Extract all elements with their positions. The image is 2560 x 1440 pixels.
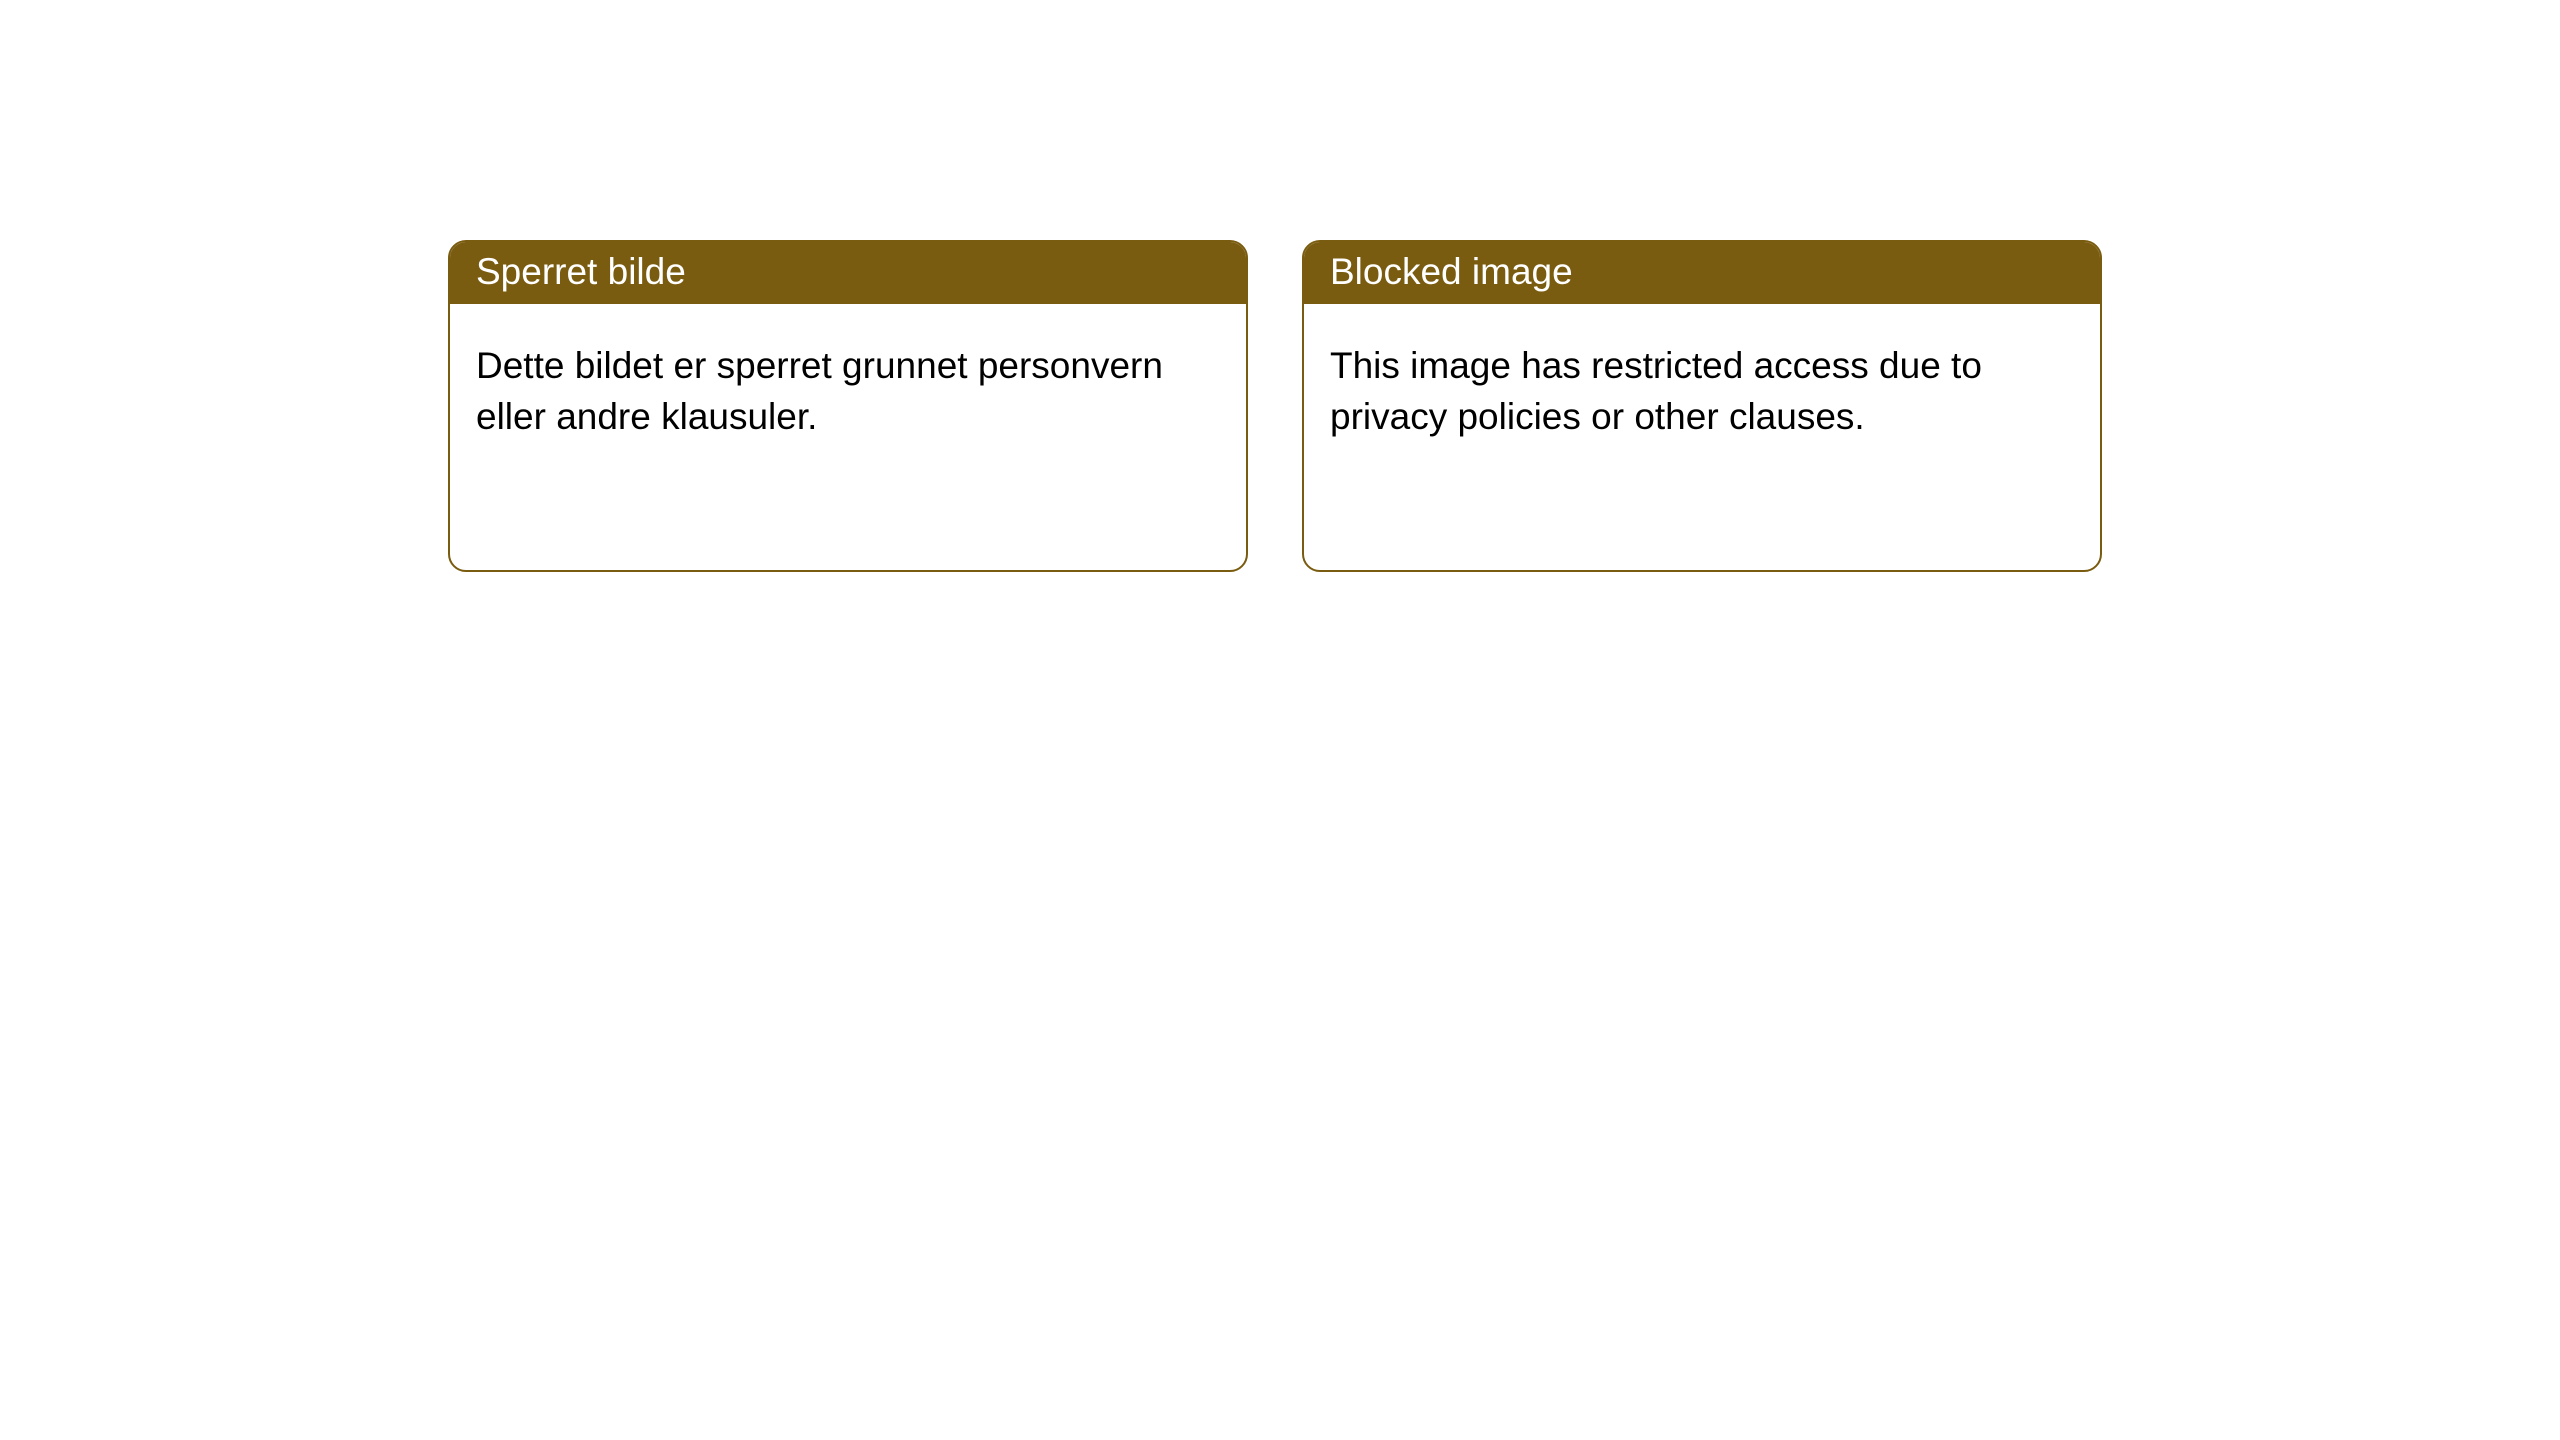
notice-body-en: This image has restricted access due to … [1304,304,2100,468]
notice-body-no: Dette bildet er sperret grunnet personve… [450,304,1246,468]
notice-title-no: Sperret bilde [450,242,1246,304]
notice-title-en: Blocked image [1304,242,2100,304]
notice-container: Sperret bilde Dette bildet er sperret gr… [0,0,2560,572]
notice-card-en: Blocked image This image has restricted … [1302,240,2102,572]
notice-card-no: Sperret bilde Dette bildet er sperret gr… [448,240,1248,572]
